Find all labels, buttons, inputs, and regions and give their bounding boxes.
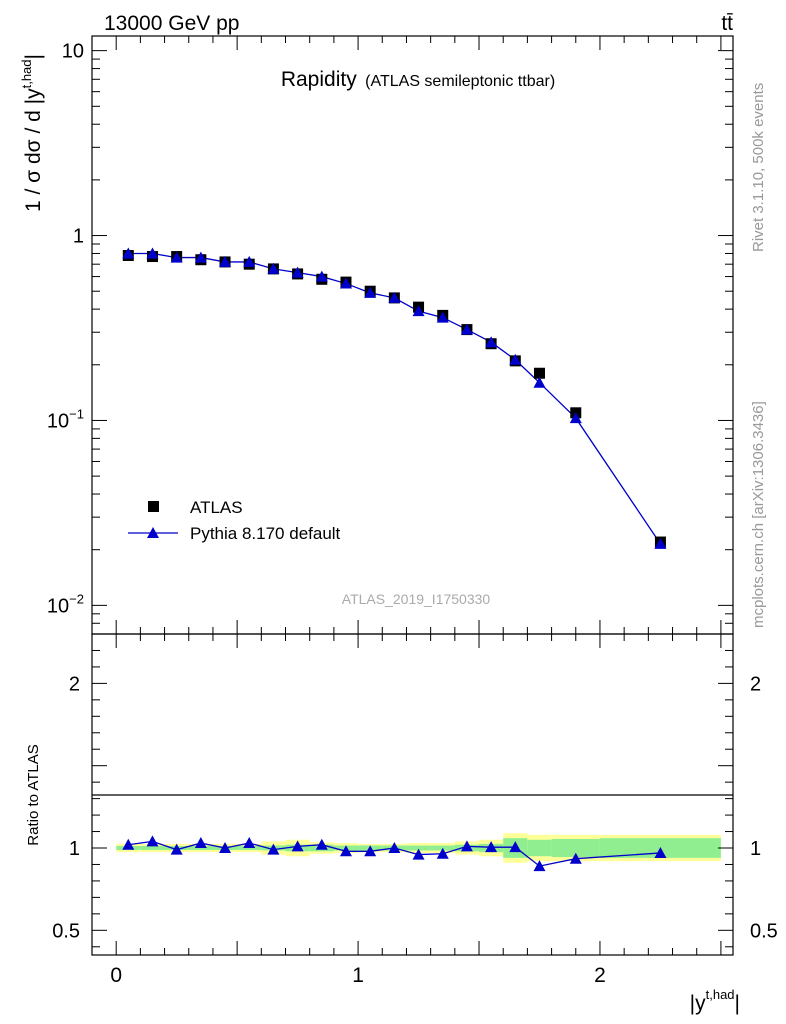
ratio-point (243, 837, 256, 849)
plot-title: Rapidity (ATLAS semileptonic ttbar) (281, 68, 555, 91)
ratio-point (146, 835, 159, 847)
x-tick-labels: 0 1 2 (110, 964, 605, 987)
watermark: ATLAS_2019_I1750330 (342, 591, 491, 607)
legend-pythia-label: Pythia 8.170 default (190, 524, 341, 543)
ratio-point (122, 838, 135, 850)
ratio-point (460, 840, 473, 852)
ratio-y-tick-labels: 0.5 0.5 1 1 2 2 (52, 673, 778, 942)
ratio-point (388, 842, 401, 853)
pythia-point (388, 291, 401, 303)
ratio-y-tick-label-right: 2 (750, 673, 761, 695)
x-tick-label: 1 (352, 964, 364, 987)
ratio-plot-frame (91, 633, 734, 956)
mcplots-label: mcplots.cern.ch [arXiv:1306.3436] (750, 401, 767, 628)
y-tick-label: 10 (62, 41, 84, 63)
pythia-point (436, 311, 449, 323)
x-tick-label: 2 (594, 964, 606, 987)
main-plot: Rapidity (ATLAS semileptonic ttbar) ATLA… (19, 35, 734, 635)
pythia-point (170, 251, 183, 263)
ratio-point (509, 841, 522, 853)
pythia-point (315, 270, 328, 282)
energy-label: 13000 GeV pp (104, 12, 239, 35)
pythia-point (533, 376, 546, 388)
main-y-axis-label: 1 / σ dσ / d |yt,had| (19, 54, 45, 212)
pythia-point (243, 255, 256, 267)
ratio-point (291, 840, 304, 852)
y-tick-label: 1 (73, 226, 84, 248)
ratio-band-inner (527, 839, 552, 857)
ratio-y-tick-label-right: 1 (750, 838, 761, 860)
y-tick-label: 10−2 (47, 591, 84, 617)
ratio-band-inner (406, 845, 431, 851)
rivet-label: Rivet 3.1.10, 500k events (750, 83, 767, 252)
ratio-y-tick-label-right: 0.5 (750, 920, 778, 942)
legend-atlas-label: ATLAS (190, 498, 243, 517)
pythia-point (146, 247, 159, 259)
ratio-axis-ticks (92, 633, 733, 955)
ratio-y-tick-label: 2 (69, 673, 80, 695)
ratio-point (267, 843, 280, 855)
y-tick-label: 10−1 (47, 406, 84, 432)
ratio-point (315, 838, 328, 850)
ratio-band-inner (551, 838, 600, 858)
pythia-point (194, 251, 207, 263)
main-axis-ticks (92, 36, 733, 635)
ratio-point (170, 843, 183, 855)
ratio-point (412, 848, 425, 860)
pythia-point (569, 412, 582, 424)
pythia-point (339, 277, 352, 289)
ratio-data-layer (122, 835, 667, 872)
ratio-point (364, 845, 377, 857)
x-axis-label: |yt,had| (690, 987, 740, 1015)
ratio-point (194, 837, 207, 849)
main-plot-frame (91, 35, 734, 635)
pythia-point (219, 255, 232, 267)
pythia-point (267, 262, 280, 274)
ratio-y-tick-label: 0.5 (52, 920, 80, 942)
pythia-point (509, 353, 522, 365)
ratio-y-tick-label: 1 (69, 838, 80, 860)
ratio-point (219, 842, 232, 853)
main-data-layer (122, 247, 667, 549)
pythia-point (412, 305, 425, 317)
ratio-point (339, 845, 352, 857)
pythia-point (485, 336, 498, 348)
legend-pythia-marker (147, 527, 159, 538)
ratio-point (436, 847, 449, 859)
pythia-point (122, 247, 135, 259)
pythia-point (291, 266, 304, 278)
ratio-point (569, 852, 582, 864)
legend-atlas-marker (148, 501, 159, 512)
process-label: tt̄ (721, 12, 733, 35)
ratio-y-axis-label: Ratio to ATLAS (25, 744, 42, 845)
pythia-point (364, 286, 377, 298)
atlas-point (533, 367, 545, 379)
pythia-point (460, 323, 473, 335)
ratio-plot: Ratio to ATLAS 0.5 0.5 1 1 2 2 (25, 633, 778, 956)
pythia-point (654, 537, 667, 549)
x-tick-label: 0 (110, 964, 122, 987)
plot-title-main: Rapidity (281, 68, 357, 91)
legend: ATLAS Pythia 8.170 default (128, 498, 341, 543)
ratio-band-inner (140, 846, 165, 850)
ratio-line (128, 840, 661, 867)
plot-title-sub: (ATLAS semileptonic ttbar) (365, 73, 555, 90)
ratio-point (654, 846, 667, 858)
main-y-tick-labels: 10−2 10−1 1 10 (47, 41, 84, 618)
ratio-point (533, 860, 546, 872)
ratio-point (485, 841, 498, 853)
